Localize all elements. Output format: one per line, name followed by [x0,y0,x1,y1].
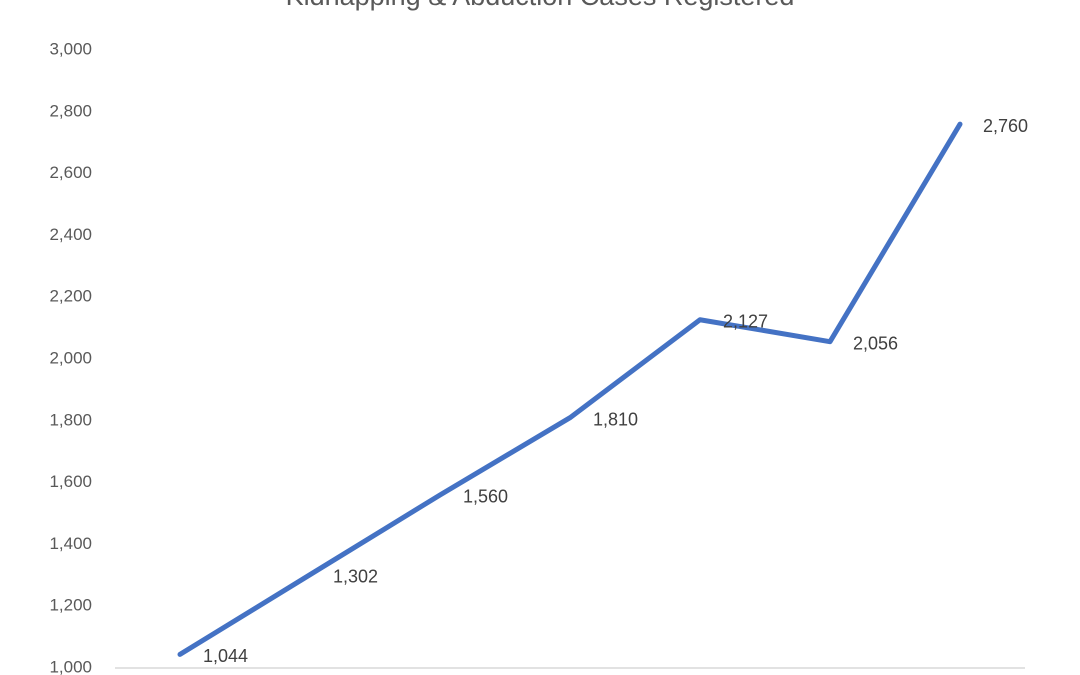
data-label: 2,056 [853,333,898,353]
data-label: 2,127 [723,312,768,332]
y-tick-label: 2,400 [49,225,92,244]
y-tick-label: 1,400 [49,534,92,553]
y-tick-label: 1,200 [49,596,92,615]
data-label: 1,302 [333,566,378,586]
y-tick-label: 1,600 [49,472,92,491]
data-label: 2,760 [983,116,1028,136]
y-tick-label: 2,800 [49,101,92,120]
data-label: 1,560 [463,487,508,507]
y-tick-label: 3,000 [49,39,92,58]
data-line [177,121,963,657]
y-tick-label: 1,000 [49,657,92,675]
data-label: 1,044 [203,646,248,666]
chart-title: Kidnapping & Abduction Cases Registered [286,0,795,11]
y-tick-label: 1,800 [49,410,92,429]
y-tick-label: 2,000 [49,348,92,367]
data-label: 1,810 [593,409,638,429]
y-tick-label: 2,600 [49,163,92,182]
y-tick-label: 2,200 [49,287,92,306]
